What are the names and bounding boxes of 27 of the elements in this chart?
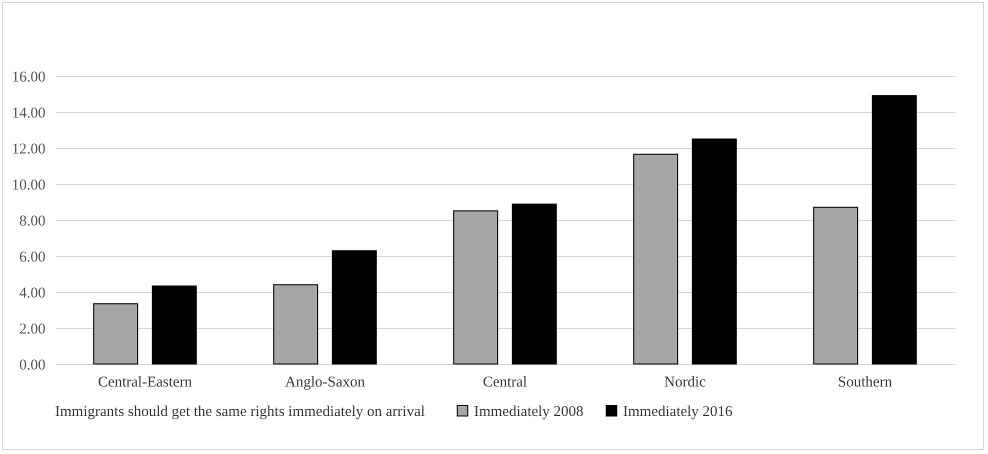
- bar: [633, 154, 678, 364]
- y-tick-label: 14.00: [12, 106, 46, 122]
- legend-label: Immediately 2016: [623, 404, 734, 420]
- x-tick-label: Southern: [838, 374, 893, 390]
- x-tick-label: Nordic: [664, 374, 706, 390]
- y-tick-label: 0.00: [19, 358, 46, 374]
- x-tick-label: Central-Eastern: [98, 374, 193, 390]
- bar: [813, 206, 858, 364]
- y-tick-label: 12.00: [12, 142, 46, 158]
- bar: [332, 250, 377, 364]
- bar: [93, 303, 138, 364]
- y-tick-label: 16.00: [12, 70, 46, 86]
- y-tick-label: 6.00: [19, 250, 46, 266]
- y-tick-label: 2.00: [19, 322, 46, 338]
- x-tick-label: Anglo-Saxon: [285, 374, 366, 390]
- bar: [273, 284, 318, 364]
- bar: [512, 204, 557, 364]
- legend-title: Immigrants should get the same rights immediately on arrival: [55, 404, 425, 420]
- bar: [692, 138, 737, 364]
- bar: [453, 210, 498, 364]
- legend-label: Immediately 2008: [474, 404, 584, 420]
- x-tick-label: Central: [482, 374, 528, 390]
- bar: [872, 95, 917, 364]
- y-tick-label: 4.00: [19, 286, 46, 302]
- y-tick-label: 10.00: [12, 178, 46, 194]
- bar: [152, 286, 197, 364]
- y-tick-label: 8.00: [19, 214, 46, 230]
